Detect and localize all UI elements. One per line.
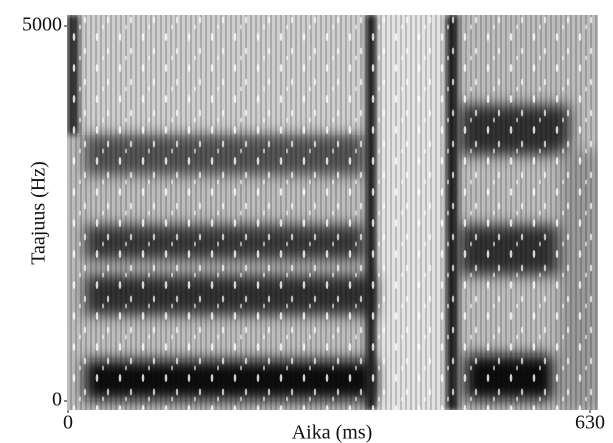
- x-tick-label: 0: [63, 412, 73, 434]
- spectrogram-image: [67, 15, 598, 410]
- x-tick-label: 630: [575, 412, 605, 434]
- y-axis-label: Taajuus (Hz): [28, 161, 50, 265]
- y-tick-label: 5000: [22, 14, 62, 36]
- y-tick-label: 0: [52, 389, 62, 411]
- x-axis-label: Aika (ms): [292, 422, 373, 443]
